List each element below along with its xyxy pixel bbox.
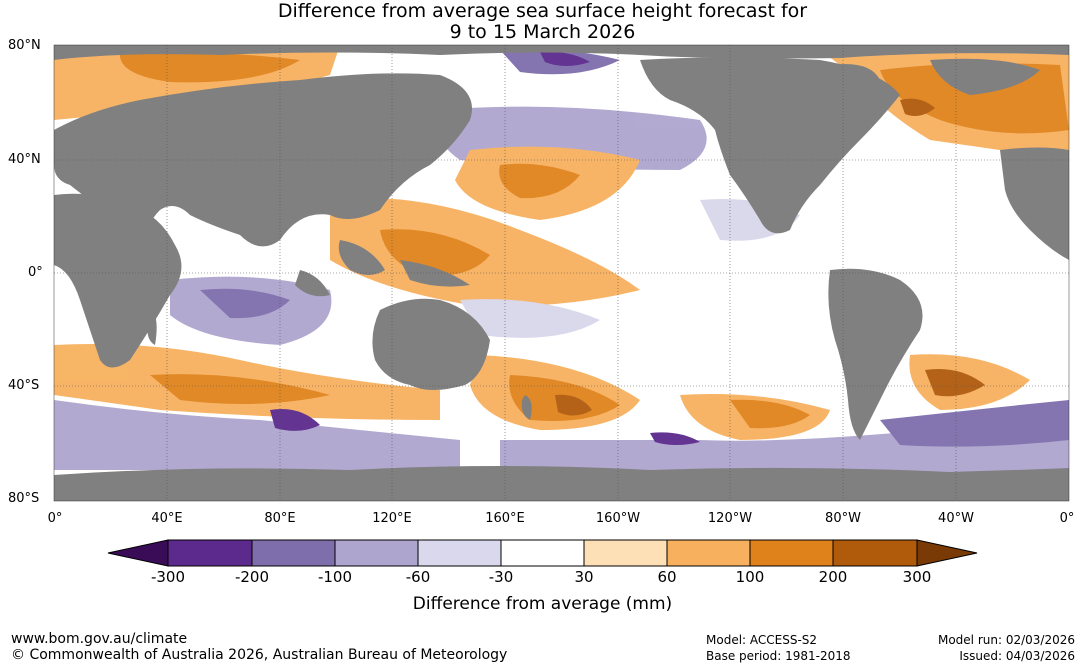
land-new-guinea bbox=[400, 260, 470, 287]
lat-label-80n: 80°N bbox=[8, 38, 41, 53]
map-title-line1: Difference from average sea surface heig… bbox=[277, 0, 808, 22]
legend-swatch-9 bbox=[832, 539, 918, 567]
legend-swatch-2 bbox=[251, 539, 336, 567]
anomaly-arctic-west-strong bbox=[120, 52, 300, 83]
land-australia bbox=[372, 298, 490, 390]
legend-tick-label: 60 bbox=[657, 568, 677, 586]
legend-tick-label: -30 bbox=[488, 568, 514, 586]
legend-swatch-6 bbox=[583, 539, 668, 567]
anomaly-southern-ocean-deep bbox=[270, 409, 320, 431]
legend-tick-label: -200 bbox=[234, 568, 270, 586]
legend-tick-label: -100 bbox=[317, 568, 353, 586]
anomaly-arctic-deep bbox=[540, 51, 590, 66]
land-new-zealand bbox=[521, 395, 532, 420]
legend-title: Difference from average (mm) bbox=[412, 594, 673, 614]
land-madagascar bbox=[147, 310, 157, 345]
legend-tick-label: -60 bbox=[405, 568, 431, 586]
footer-model-run: Model run: 02/03/2026 bbox=[937, 633, 1075, 647]
lon-label-0-east: 0° bbox=[1059, 511, 1075, 526]
anomaly-indian-ocean-strong bbox=[200, 288, 290, 319]
land-south-america bbox=[828, 268, 923, 440]
map-frame bbox=[53, 44, 1070, 502]
anomaly-south-pacific-west bbox=[460, 299, 600, 338]
lat-label-40s: 40°S bbox=[8, 378, 40, 393]
footer-model: Model: ACCESS-S2 bbox=[706, 633, 818, 647]
anomaly-southern-ocean-atlantic bbox=[880, 400, 1069, 447]
legend-swatch-3 bbox=[334, 539, 419, 567]
lon-label-120e: 120°E bbox=[372, 511, 412, 526]
lon-label-160e: 160°E bbox=[485, 511, 525, 526]
map-title-line2: 9 to 15 March 2026 bbox=[449, 21, 636, 43]
anomaly-southern-ocean-deep-east bbox=[650, 432, 700, 445]
footer-copyright: © Commonwealth of Australia 2026, Austra… bbox=[11, 647, 508, 663]
lat-label-equator: 0° bbox=[28, 265, 43, 280]
lon-label-160w: 160°W bbox=[595, 511, 641, 526]
lon-label-0-west: 0° bbox=[47, 511, 63, 526]
lat-label-40n: 40°N bbox=[8, 152, 41, 167]
footer-issued: Issued: 04/03/2026 bbox=[959, 649, 1075, 663]
lon-label-120w: 120°W bbox=[707, 511, 753, 526]
lon-label-80w: 80°W bbox=[825, 511, 861, 526]
land-masses bbox=[54, 45, 1069, 501]
graticule bbox=[54, 45, 1069, 501]
legend-arrow-left bbox=[107, 539, 169, 567]
anomaly-tasman-peak bbox=[555, 394, 592, 416]
legend-swatch-5 bbox=[500, 539, 585, 567]
footer-base-period: Base period: 1981-2018 bbox=[706, 649, 851, 663]
anomaly-north-pacific-strong bbox=[499, 163, 580, 199]
land-greenland-west bbox=[830, 64, 880, 89]
lon-label-40w: 40°W bbox=[938, 511, 974, 526]
legend-tick-label: -300 bbox=[150, 568, 186, 586]
anomaly-south-atlantic-peak bbox=[925, 369, 985, 397]
legend-swatch-7 bbox=[666, 539, 751, 567]
footer-website-link[interactable]: www.bom.gov.au/climate bbox=[11, 631, 188, 647]
lon-label-40e: 40°E bbox=[151, 511, 183, 526]
land-eurasia bbox=[54, 73, 472, 255]
anomaly-south-pacific-east-strong bbox=[730, 399, 810, 429]
land-greenland bbox=[930, 58, 1040, 95]
legend-tick-label: 300 bbox=[902, 568, 932, 586]
legend-swatch-4 bbox=[417, 539, 502, 567]
legend-swatch-1 bbox=[167, 539, 253, 567]
land-arctic bbox=[54, 45, 1069, 60]
anomaly-field bbox=[54, 45, 1069, 480]
land-africa-europe-east bbox=[1000, 147, 1069, 260]
anomaly-north-atlantic-peak bbox=[900, 98, 935, 116]
anomaly-warm-pool bbox=[330, 198, 640, 306]
legend-swatch-8 bbox=[749, 539, 834, 567]
legend-tick-label: 30 bbox=[574, 568, 594, 586]
land-borneo bbox=[338, 240, 385, 275]
anomaly-southern-indian-strong bbox=[150, 374, 330, 404]
legend-tick-label: 100 bbox=[735, 568, 765, 586]
land-sumatra bbox=[295, 270, 330, 297]
land-antarctica bbox=[54, 466, 1069, 501]
legend-arrow-right bbox=[916, 539, 978, 567]
land-north-america bbox=[640, 57, 900, 234]
lat-label-80s: 80°S bbox=[8, 491, 40, 506]
anomaly-southern-ocean-west bbox=[54, 400, 460, 470]
lon-label-80e: 80°E bbox=[264, 511, 296, 526]
legend-tick-label: 200 bbox=[818, 568, 848, 586]
